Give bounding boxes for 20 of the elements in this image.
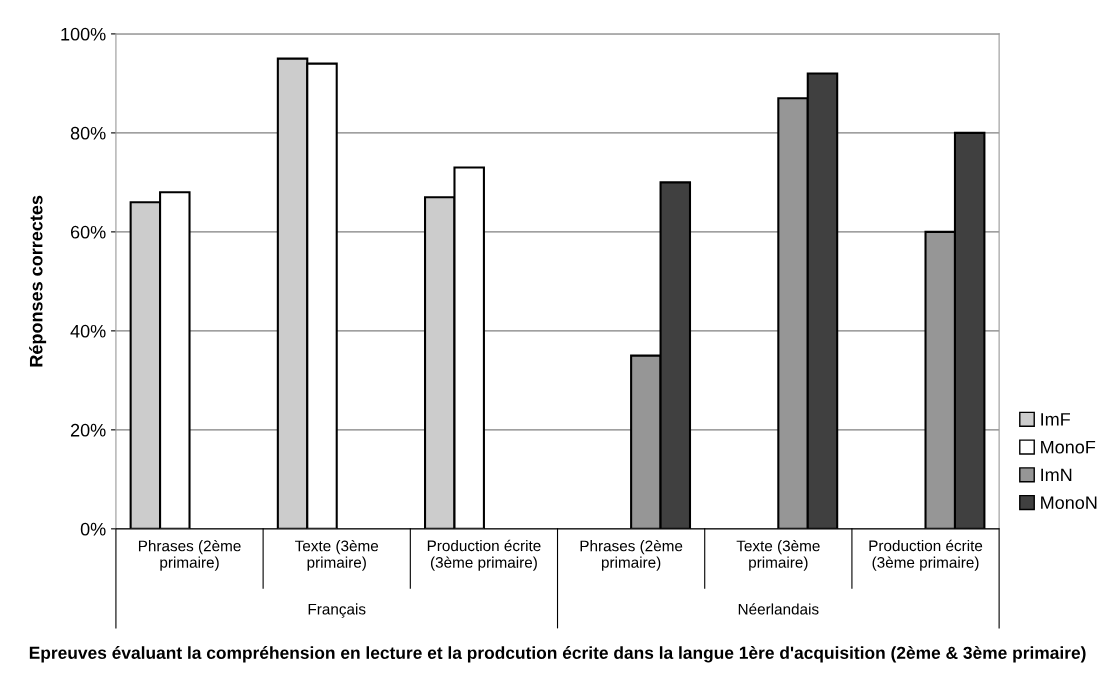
x-tick-label: Production écrite (3ème primaire) — [869, 539, 983, 571]
y-tick-label: 0% — [80, 522, 106, 536]
x-tick-label: Texte (3ème primaire) — [736, 539, 820, 571]
legend-label: MonoF — [1041, 440, 1096, 454]
x-tick-label: Texte (3ème primaire) — [295, 539, 379, 571]
x-tick-label: Phrases (2ème primaire) — [138, 539, 241, 571]
y-tick-label: 80% — [70, 126, 106, 140]
y-tick-label: 40% — [70, 324, 106, 338]
x-axis-title: Epreuves évaluant la compréhension en lecture et la prodcution écrite dans la langue 1ère d'acquisition (2ème & 3ème primaire) — [29, 646, 1086, 663]
x-tick-label: Phrases (2ème primaire) — [580, 539, 683, 571]
x-tick-label: Production écrite (3ème primaire) — [427, 539, 541, 571]
text: Néerlandais — [738, 603, 819, 615]
legend-label: ImF — [1041, 413, 1071, 426]
legend-label: MonoN — [1041, 496, 1097, 510]
y-tick-label: 100% — [61, 27, 106, 41]
y-axis-title: Réponses correctes — [29, 195, 47, 367]
text: Français — [308, 603, 366, 618]
y-tick-label: 60% — [70, 225, 106, 239]
legend-label: ImN — [1041, 468, 1072, 482]
y-tick-label: 20% — [70, 423, 106, 437]
